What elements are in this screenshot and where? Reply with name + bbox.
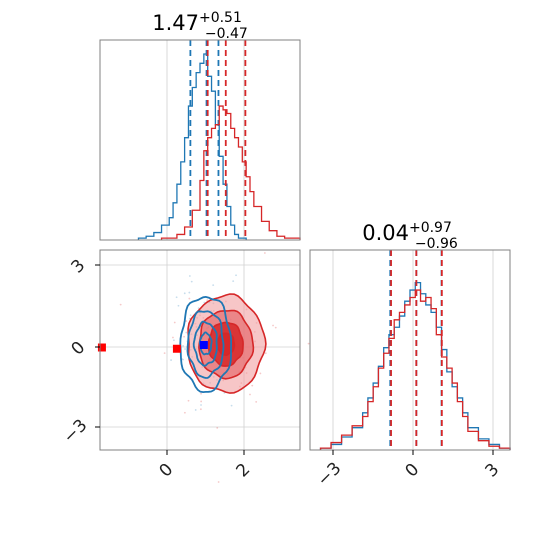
ytick-label: 0 [68,338,90,360]
scatter-point [307,342,310,345]
scatter-point [249,393,251,396]
scatter-point [119,303,122,306]
scatter-point [259,372,262,375]
scatter-point [251,384,254,387]
scatter-point [263,252,266,254]
scatter-point [177,304,180,307]
scatter-point [188,275,191,277]
hist-bottom-right-series [319,250,511,450]
scatter-point [200,392,202,395]
xtick-label: 0 [402,460,424,482]
scatter-point [199,408,202,411]
hist-bottom-right-title: 0.04+0.97 −0.96 [362,220,458,252]
scatter-point [230,404,233,407]
scatter-point [200,400,203,403]
scatter-point [212,284,215,286]
hist-top-left-panel: 1.47+0.51 −0.47 [99,10,301,241]
xtick-label: −3 [314,459,346,491]
xtick-label: 0 [156,460,178,482]
scatter-point [183,411,186,414]
title-main: 0.04 [362,221,409,245]
hist-bottom-right-panel: 0.04+0.97 −0.96 −3 0 3 [309,220,511,491]
point-marker [97,343,106,352]
scatter-point [200,404,202,406]
scatter-point [182,358,184,361]
scatter-point [197,307,200,310]
hist-top-left-series [137,40,301,240]
scatter-point [182,344,184,347]
scatter-point [264,352,267,355]
contour-panel: 3 0 −3 0 2 [60,249,310,483]
contour-markers [97,341,208,353]
scatter-point [188,291,191,294]
scatter-point [194,409,197,411]
hist-series-line [137,53,247,240]
contour-frame [99,249,301,451]
blue-contour-level [186,310,225,379]
scatter-point [187,399,190,402]
blue-contour-level [179,295,232,394]
contour-series [179,293,267,394]
scatter-point [173,321,176,324]
point-marker [172,344,181,353]
scatter-point [185,331,188,334]
scatter-point [255,400,258,403]
scatter-point [190,280,193,283]
hist-top-left-title: 1.47+0.51 −0.47 [152,10,248,42]
title-sup: +0.51 [199,10,242,26]
scatter-point [189,314,192,317]
scatter-point [173,339,175,342]
scatter-point [163,352,166,355]
scatter-point [170,359,172,361]
scatter-point [272,324,274,327]
point-marker [199,341,208,349]
hist-series-line [319,281,511,450]
scatter-point [172,336,174,339]
title-sup: +0.97 [409,220,452,236]
scatter-point [274,326,277,329]
scatter-point [175,296,178,299]
scatter-point [188,297,191,300]
ytick-label: −3 [60,416,92,448]
xtick-label: 3 [482,460,504,482]
scatter-point [235,274,237,277]
scatter-point [185,320,188,322]
blue-contour-level [192,320,218,367]
scatter-point [184,348,186,350]
scatter-point [206,299,209,302]
hist-top-left-frame [99,39,301,241]
scatter-point [183,335,185,338]
scatter-point [217,481,220,483]
title-main: 1.47 [152,11,199,35]
hist-bottom-right-frame [309,249,511,451]
title-sub: −0.47 [205,26,248,42]
ytick-label: 3 [68,256,90,278]
scatter-point [232,280,235,283]
title-sub: −0.96 [415,236,458,252]
scatter-point [216,426,219,429]
hist-series-line [319,289,511,450]
xtick-label: 2 [233,460,255,482]
scatter-point [183,292,186,295]
hist-series-line [160,105,301,240]
